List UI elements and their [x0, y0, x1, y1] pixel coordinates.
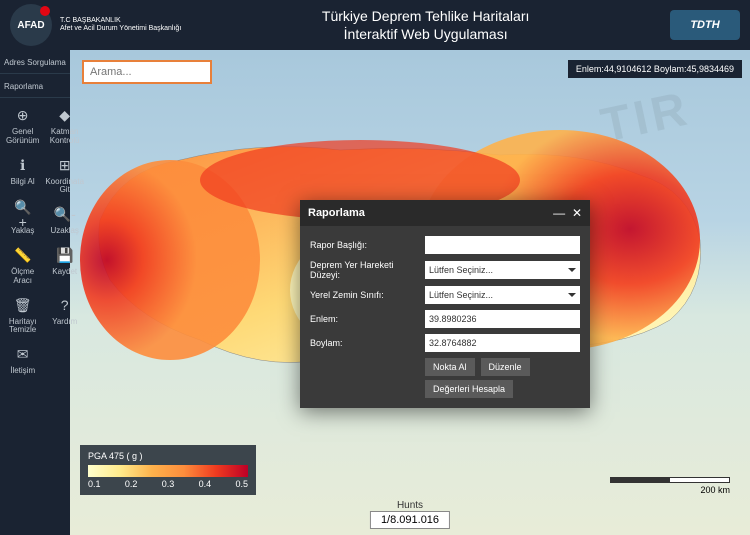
help-icon: ?: [55, 296, 75, 316]
coordinate-display: Enlem:44,9104612 Boylam:45,9834469: [568, 60, 742, 78]
select-motion-level[interactable]: Lütfen Seçiniz...: [425, 261, 580, 279]
tool-save[interactable]: 💾Kaydet: [43, 242, 86, 290]
label-longitude: Boylam:: [310, 338, 425, 348]
tool-help[interactable]: ?Yardım: [43, 292, 86, 340]
select-soil-class[interactable]: Lütfen Seçiniz...: [425, 286, 580, 304]
dialog-body: Rapor Başlığı: Deprem Yer Hareketi Düzey…: [300, 226, 590, 408]
tdth-logo: TDTH: [670, 10, 740, 40]
save-icon: 💾: [55, 246, 75, 266]
edit-button[interactable]: Düzenle: [481, 358, 530, 376]
ruler-icon: 📏: [13, 246, 33, 266]
tool-measure[interactable]: 📏Ölçme Aracı: [4, 242, 41, 290]
zoom-in-icon: 🔍+: [13, 205, 33, 225]
label-motion-level: Deprem Yer Hareketi Düzeyi:: [310, 260, 425, 280]
tool-layers[interactable]: ◆Katman Kontrolü: [43, 102, 86, 150]
tool-info[interactable]: ℹBilgi Al: [4, 152, 41, 200]
tool-goto-coord[interactable]: ⊞Koordinata Git: [43, 152, 86, 200]
tool-clear[interactable]: 🗑Haritayı Temizle: [4, 292, 41, 340]
calculate-button[interactable]: Değerleri Hesapla: [425, 380, 513, 398]
point-pick-button[interactable]: Nokta Al: [425, 358, 475, 376]
dialog-title: Raporlama: [308, 207, 365, 219]
input-longitude[interactable]: [425, 334, 580, 352]
sidebar-item-address-query[interactable]: Adres Sorgulama: [0, 50, 70, 74]
search-input[interactable]: [84, 62, 210, 82]
grid-icon: ⊞: [55, 156, 75, 176]
map-label: Hunts: [397, 500, 423, 511]
tool-grid: ⊕Genel Görünüm ◆Katman Kontrolü ℹBilgi A…: [0, 98, 70, 384]
legend-ticks: 0.10.20.30.40.5: [88, 479, 248, 489]
report-dialog: Raporlama — ✕ Rapor Başlığı: Deprem Yer …: [300, 200, 590, 408]
layers-icon: ◆: [55, 106, 75, 126]
label-report-title: Rapor Başlığı:: [310, 240, 425, 250]
legend-gradient: [88, 465, 248, 477]
label-latitude: Enlem:: [310, 314, 425, 324]
mail-icon: ✉: [13, 345, 33, 365]
sidebar: Adres Sorgulama Raporlama ⊕Genel Görünüm…: [0, 50, 70, 535]
scale-bar: 200 km: [610, 477, 730, 495]
tool-extent[interactable]: ⊕Genel Görünüm: [4, 102, 41, 150]
afad-logo: AFAD: [10, 4, 52, 46]
header: AFAD T.C BAŞBAKANLIK Afet ve Acil Durum …: [0, 0, 750, 50]
target-icon: ⊕: [13, 106, 33, 126]
dialog-header[interactable]: Raporlama — ✕: [300, 200, 590, 226]
map-canvas[interactable]: TIR Enlem:44,9104612 Boylam:45,9834469 P…: [70, 50, 750, 535]
close-icon[interactable]: ✕: [572, 206, 582, 220]
tool-zoom-in[interactable]: 🔍+Yaklaş: [4, 201, 41, 240]
info-icon: ℹ: [13, 156, 33, 176]
legend: PGA 475 ( g ) 0.10.20.30.40.5: [80, 445, 256, 495]
legend-title: PGA 475 ( g ): [88, 451, 248, 461]
tool-contact[interactable]: ✉İletişim: [4, 341, 41, 380]
input-report-title[interactable]: [425, 236, 580, 254]
sidebar-item-reporting[interactable]: Raporlama: [0, 74, 70, 98]
scale-readout: 1/8.091.016: [370, 511, 450, 529]
label-soil-class: Yerel Zemin Sınıfı:: [310, 290, 425, 300]
logo-subtitle: T.C BAŞBAKANLIK Afet ve Acil Durum Yönet…: [60, 17, 181, 34]
zoom-out-icon: 🔍-: [55, 205, 75, 225]
tool-zoom-out[interactable]: 🔍-Uzaklaş: [43, 201, 86, 240]
minimize-icon[interactable]: —: [553, 206, 565, 220]
page-title: Türkiye Deprem Tehlike Haritaları İntera…: [181, 7, 670, 43]
input-latitude[interactable]: [425, 310, 580, 328]
search-box: [82, 60, 212, 84]
trash-icon: 🗑: [13, 296, 33, 316]
